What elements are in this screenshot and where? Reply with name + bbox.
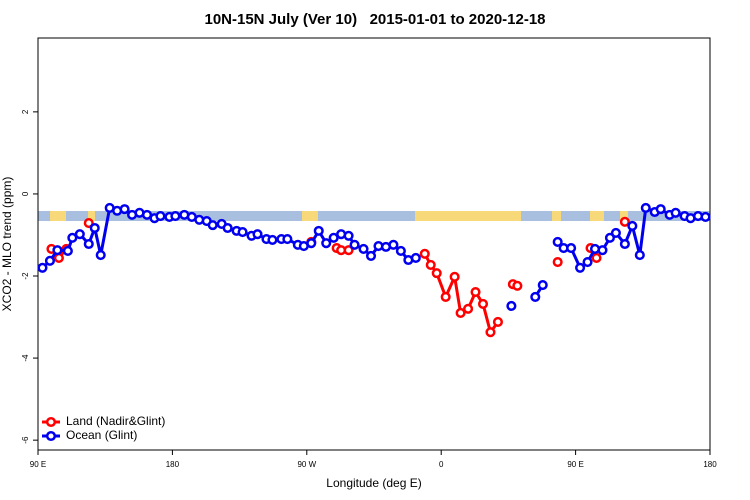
land-patch xyxy=(620,211,628,221)
data-point xyxy=(425,259,436,270)
data-point xyxy=(575,262,586,273)
data-point xyxy=(477,298,489,309)
data-point xyxy=(537,279,548,291)
data-point xyxy=(591,252,602,264)
data-point xyxy=(358,243,369,254)
data-point xyxy=(52,245,63,256)
data-point xyxy=(267,234,278,245)
data-point xyxy=(89,222,100,234)
data-point xyxy=(328,232,339,243)
plot-frame xyxy=(37,37,711,451)
legend-swatch-point xyxy=(45,430,57,442)
data-point xyxy=(512,280,523,291)
land-patch xyxy=(88,211,95,221)
data-point xyxy=(552,257,563,268)
data-point xyxy=(485,327,496,338)
data-point xyxy=(700,211,711,222)
land-patch xyxy=(590,211,604,221)
data-point xyxy=(119,204,130,215)
data-point xyxy=(321,238,332,249)
data-point xyxy=(619,216,630,227)
legend-label: Ocean (Glint) xyxy=(66,428,137,442)
x-tick-label: 180 xyxy=(703,460,717,469)
x-tick-label: 0 xyxy=(439,460,444,469)
data-point xyxy=(44,255,55,266)
land-mask xyxy=(38,211,710,221)
data-point xyxy=(155,211,166,222)
y-tick-label: -6 xyxy=(21,436,30,444)
data-point xyxy=(634,250,645,261)
data-point xyxy=(395,245,406,257)
data-point xyxy=(463,303,474,314)
data-point xyxy=(313,225,324,236)
y-tick-label: 2 xyxy=(21,109,30,114)
x-tick-label: 180 xyxy=(166,460,180,469)
x-tick-label: 90 E xyxy=(567,460,583,469)
data-point xyxy=(222,222,233,234)
data-point xyxy=(67,232,78,243)
data-point xyxy=(343,245,354,256)
data-point xyxy=(237,227,248,238)
x-tick-label: 90 E xyxy=(30,460,46,469)
land-patch xyxy=(415,211,521,221)
data-point xyxy=(252,229,263,240)
mask-band xyxy=(38,211,710,221)
y-tick-label: 0 xyxy=(21,191,30,196)
data-point xyxy=(597,245,608,256)
data-point xyxy=(410,252,421,264)
data-point xyxy=(282,234,293,245)
data-point xyxy=(343,230,354,241)
data-point xyxy=(95,250,106,261)
data-point xyxy=(552,236,563,247)
y-axis-label: XCO2 - MLO trend (ppm) xyxy=(0,177,14,312)
land-patch xyxy=(302,211,318,221)
data-point xyxy=(349,239,360,250)
data-point xyxy=(449,271,460,282)
data-point xyxy=(431,268,442,279)
y-tick-label: -2 xyxy=(21,272,30,280)
y-tick-label: -4 xyxy=(21,354,30,362)
data-point xyxy=(492,316,503,328)
data-point xyxy=(306,238,317,249)
legend-swatch-point xyxy=(45,416,57,428)
data-point xyxy=(83,238,94,250)
data-point xyxy=(74,229,85,240)
data-point xyxy=(419,248,430,259)
land-patch xyxy=(552,211,561,221)
chart-title: 10N-15N July (Ver 10) 2015-01-01 to 2020… xyxy=(204,11,545,28)
data-point xyxy=(670,207,681,218)
data-point xyxy=(566,243,577,254)
data-point xyxy=(37,262,48,273)
data-point xyxy=(627,220,638,231)
data-point xyxy=(170,211,181,222)
data-point xyxy=(610,227,621,238)
x-axis-label: Longitude (deg E) xyxy=(326,476,421,490)
data-point xyxy=(62,245,73,257)
data-point xyxy=(53,252,64,264)
data-point xyxy=(604,232,615,243)
data-point xyxy=(619,238,630,250)
data-point xyxy=(365,250,377,261)
data-point xyxy=(207,220,218,231)
legend-label: Land (Nadir&Glint) xyxy=(66,414,165,428)
data-point xyxy=(83,218,94,229)
data-point xyxy=(640,202,651,213)
data-point xyxy=(455,307,466,318)
data-point xyxy=(388,239,399,250)
land-patch xyxy=(50,211,66,221)
data-point xyxy=(530,291,541,302)
data-point xyxy=(582,257,593,268)
data-point xyxy=(655,204,666,215)
data-point xyxy=(440,291,451,302)
data-point xyxy=(470,286,481,298)
data-point xyxy=(506,300,517,312)
x-tick-label: 90 W xyxy=(297,460,316,469)
